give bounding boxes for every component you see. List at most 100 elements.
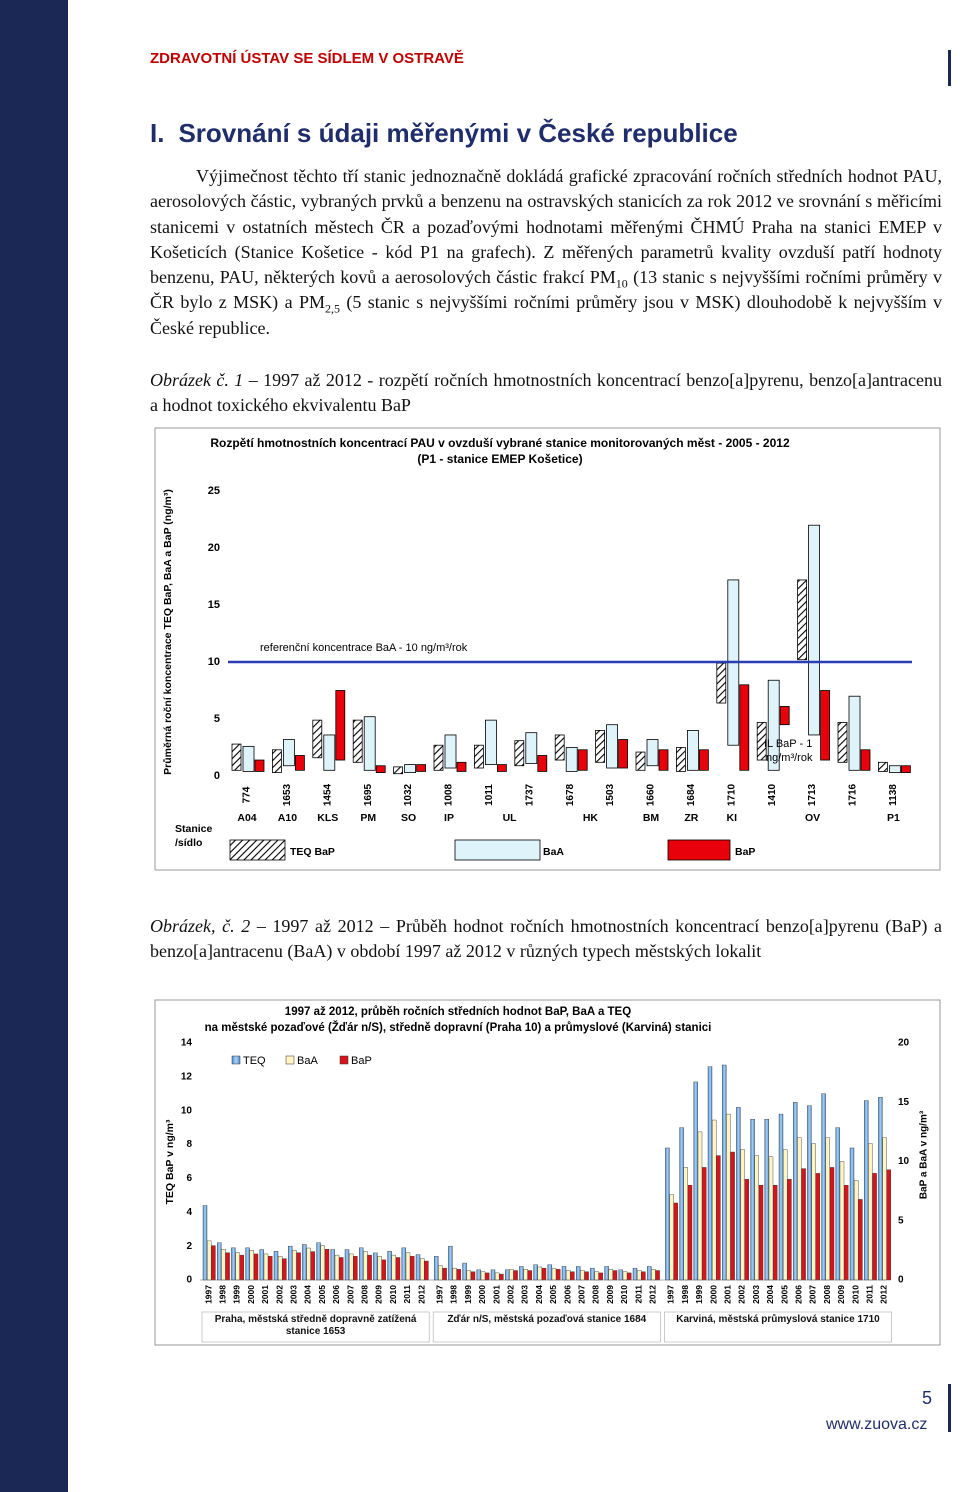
bar	[561, 1266, 567, 1281]
y-tick-label: 10	[208, 656, 220, 668]
bar	[316, 1242, 321, 1281]
bar	[480, 1271, 486, 1281]
station-label: 1138	[888, 784, 899, 806]
range-bar	[635, 751, 646, 771]
bar	[744, 1179, 749, 1281]
range-bar	[646, 739, 659, 767]
subscript: 2,5	[324, 302, 340, 317]
range-bar	[577, 749, 588, 771]
bar	[665, 1147, 670, 1281]
bar	[740, 1149, 745, 1281]
bar	[420, 1258, 425, 1281]
range-bar	[444, 734, 457, 769]
range-bar	[271, 749, 282, 773]
station-label: 1678	[565, 783, 576, 806]
y-tick-label: 8	[186, 1139, 192, 1150]
range-bar	[254, 759, 265, 772]
range-bar	[456, 761, 467, 772]
bar	[815, 1173, 820, 1281]
station-label: 1032	[403, 783, 414, 806]
range-bar	[699, 749, 709, 771]
bar	[490, 1269, 496, 1281]
bar	[302, 1244, 307, 1281]
bar	[829, 1167, 835, 1281]
year-label: 2000	[246, 1285, 256, 1304]
legend-label: BaA	[543, 846, 564, 858]
range-bar	[525, 732, 538, 764]
bar	[292, 1250, 297, 1281]
bar	[387, 1251, 392, 1281]
bar	[330, 1249, 335, 1281]
bar	[844, 1184, 849, 1281]
group-label: Praha, městská středně dopravně zatížená…	[214, 1314, 417, 1337]
station-label: 1710	[726, 783, 737, 806]
section-text: Srovnání s údaji měřenými v České republ…	[178, 118, 738, 148]
year-label: 2008	[591, 1285, 601, 1304]
bar	[864, 1100, 869, 1281]
legend-swatch	[229, 839, 286, 861]
range-bar	[496, 764, 507, 772]
bar	[886, 1169, 891, 1281]
bar	[296, 1252, 301, 1281]
bar	[622, 1271, 628, 1281]
station-label: 1660	[646, 783, 657, 806]
range-bar	[658, 749, 669, 771]
page-number: 5	[922, 1388, 933, 1408]
legend-label: TEQ	[243, 1055, 266, 1067]
range-bar	[779, 706, 790, 726]
year-label: 2007	[345, 1285, 355, 1304]
year-label: 2003	[520, 1285, 530, 1304]
group-label: IP	[444, 812, 454, 824]
year-label: 2006	[562, 1285, 572, 1304]
range-bar	[820, 690, 830, 761]
legend-label: TEQ BaP	[290, 846, 335, 858]
bar	[273, 1251, 279, 1281]
range-bar	[323, 734, 336, 771]
y-tick-label: 20	[208, 542, 220, 554]
range-bar	[363, 716, 376, 771]
station-label: 1716	[848, 783, 859, 806]
bar	[310, 1251, 315, 1281]
bar	[282, 1258, 287, 1281]
bar	[231, 1247, 236, 1281]
year-label: 2006	[331, 1285, 341, 1304]
bar	[456, 1269, 461, 1281]
year-label: 2012	[879, 1285, 889, 1304]
bar	[470, 1271, 476, 1281]
bar	[594, 1271, 599, 1281]
year-label: 2009	[836, 1285, 846, 1304]
bar	[722, 1064, 727, 1281]
bar	[811, 1143, 816, 1281]
bar	[448, 1245, 453, 1281]
bar	[551, 1267, 557, 1281]
year-label: 2001	[260, 1285, 270, 1304]
year-label: 2004	[534, 1285, 544, 1304]
caption-text: – 1997 až 2012 - rozpětí ročních hmotnos…	[150, 370, 942, 416]
side-band	[0, 0, 68, 1492]
figure-caption: Obrázek, č. 2 – 1997 až 2012 – Průběh ho…	[150, 914, 942, 965]
year-label: 2011	[633, 1285, 643, 1304]
bar	[353, 1256, 358, 1281]
group-box	[201, 1311, 430, 1343]
group-label: P1	[887, 812, 900, 824]
bar	[702, 1167, 707, 1281]
group-box	[664, 1311, 892, 1343]
group-label: Karviná, městská průmyslová stanice 1710	[676, 1314, 880, 1325]
bar	[527, 1270, 532, 1281]
range-bar	[404, 764, 417, 773]
bar	[391, 1254, 396, 1281]
year-label: 2003	[288, 1285, 298, 1304]
station-label: 1684	[686, 783, 697, 806]
bar	[641, 1271, 646, 1281]
bar	[259, 1249, 264, 1281]
bar	[268, 1256, 273, 1281]
y-tick-label: 6	[186, 1173, 192, 1184]
station-label: 774	[242, 786, 253, 803]
range-bar	[484, 719, 497, 766]
bar	[359, 1247, 364, 1281]
range-bar	[375, 765, 386, 773]
bar	[556, 1269, 561, 1281]
bar	[395, 1257, 401, 1281]
bar	[849, 1147, 855, 1281]
